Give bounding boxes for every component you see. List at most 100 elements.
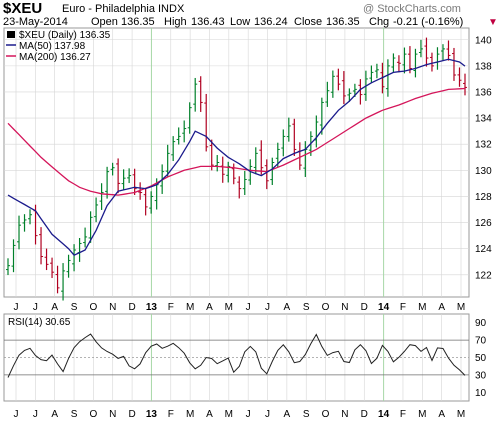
rsi-x-tick-label: O (322, 409, 330, 420)
ohlc-bar (429, 52, 434, 72)
ohlc-bar (270, 157, 275, 186)
ohlc-bar (336, 68, 341, 91)
price-x-tick-label: 14 (378, 302, 390, 313)
price-y-tick-label: 138 (475, 61, 492, 72)
rsi-y-tick-label: 90 (475, 318, 487, 329)
ohlc-bar (28, 209, 33, 225)
price-x-tick-label: M (186, 302, 194, 313)
ma50-line (7, 58, 466, 257)
price-y-tick-label: 140 (475, 35, 492, 46)
chg-label: Chg (369, 16, 390, 28)
ohlc-bar (72, 244, 77, 272)
price-x-tick-label: J (14, 302, 19, 313)
rsi-x-tick-label: 13 (146, 409, 158, 420)
ma200-legend-text: MA(200) 136.27 (19, 52, 91, 63)
ohlc-bar (391, 53, 396, 73)
ohlc-bar (132, 168, 137, 196)
ohlc-bar (83, 227, 88, 248)
rsi-x-tick-label: J (265, 409, 270, 420)
rsi-panel: 10 30 50 70 90 RSI(14) 30.65 (3, 313, 487, 402)
low-label: Low (230, 16, 251, 28)
price-grid (4, 28, 469, 297)
price-y-tick-label: 126 (475, 218, 492, 229)
ohlc-bar (292, 118, 297, 156)
price-x-tick-label: M (457, 302, 465, 313)
rsi-y-tick-label: 50 (475, 353, 487, 364)
rsi-x-tick-label: D (128, 409, 135, 420)
rsi-x-tick-label: J (33, 409, 38, 420)
ohlc-bar (418, 39, 423, 58)
ohlc-bar (110, 162, 115, 176)
ohlc-bar (176, 127, 181, 145)
rsi-x-tick-label: F (168, 409, 174, 420)
ohlc-bar (319, 97, 324, 135)
open-value: 136.35 (121, 16, 155, 28)
low-value: 136.24 (254, 16, 288, 28)
ohlc-bar (99, 183, 104, 210)
ohlc-bar (242, 170, 247, 195)
ohlc-bar (281, 129, 286, 157)
price-x-tick-label: A (206, 302, 213, 313)
price-legend-text: $XEU (Daily) 136.35 (19, 30, 111, 41)
price-x-tick-label: N (109, 302, 116, 313)
price-x-tick-label: D (361, 302, 368, 313)
symbol-label: $XEU (3, 0, 43, 17)
ohlc-bar (127, 168, 132, 184)
price-legend: $XEU (Daily) 136.35 MA(50) 137.98 MA(200… (6, 30, 111, 63)
ohlc-bar (165, 144, 170, 177)
ma200-line (7, 87, 466, 196)
ohlc-bar (50, 257, 55, 279)
price-x-tick-label: N (341, 302, 348, 313)
ohlc-bar (396, 55, 401, 73)
ohlc-bar (193, 77, 198, 112)
quote-date: 23-May-2014 (3, 16, 68, 28)
high-value: 136.43 (191, 16, 225, 28)
price-y-tick-label: 132 (475, 140, 492, 151)
high-label: High (164, 16, 187, 28)
rsi-x-tick-label: A (51, 409, 58, 420)
ohlc-bar (451, 47, 456, 81)
ohlc-bar (264, 159, 269, 190)
rsi-x-tick-label: D (361, 409, 368, 420)
ohlc-bar (374, 63, 379, 79)
ohlc-bar (61, 263, 66, 301)
ohlc-bar (341, 71, 346, 105)
ohlc-bar (88, 211, 93, 243)
rsi-x-tick-label: O (90, 409, 98, 420)
ohlc-bar (226, 161, 231, 183)
ohlc-bar (407, 46, 412, 74)
rsi-x-tick-label: J (14, 409, 19, 420)
instrument-name: Euro - Philadelphia INDX (62, 3, 185, 15)
ohlc-bar (358, 79, 363, 105)
rsi-x-tick-label: F (400, 409, 406, 420)
rsi-x-tick-label: J (246, 409, 251, 420)
rsi-y-tick-label: 30 (475, 370, 487, 381)
down-triangle-icon: ▼ (488, 17, 497, 28)
rsi-x-tick-label: A (438, 409, 445, 420)
rsi-x-tick-label: S (303, 409, 310, 420)
price-y-tick-label: 134 (475, 114, 492, 125)
price-x-tick-label: J (246, 302, 251, 313)
ohlc-bar (204, 93, 209, 152)
ohlc-bar (253, 147, 258, 175)
close-value: 136.35 (326, 16, 360, 28)
ohlc-bar (385, 59, 390, 97)
ohlc-bar (44, 248, 49, 271)
price-panel: 122 124 126 128 130 132 134 136 138 140 $XEU (Dai… (3, 27, 492, 301)
price-x-tick-label: F (400, 302, 406, 313)
rsi-x-tick-label: N (109, 409, 116, 420)
chg-value: -0.21 (-0.16%) (393, 16, 464, 28)
ohlc-bar (463, 73, 467, 96)
price-x-tick-label: M (225, 302, 233, 313)
rsi-line (7, 333, 466, 378)
ohlc-bar (330, 70, 335, 98)
ohlc-bar (105, 166, 110, 199)
rsi-x-tick-label: N (341, 409, 348, 420)
rsi-x-tick-label: M (186, 409, 194, 420)
ohlc-bar (171, 136, 176, 161)
ohlc-bar (424, 37, 429, 67)
rsi-grid (4, 314, 469, 401)
rsi-x-tick-label: 14 (378, 409, 390, 420)
price-y-tick-label: 128 (475, 192, 492, 203)
